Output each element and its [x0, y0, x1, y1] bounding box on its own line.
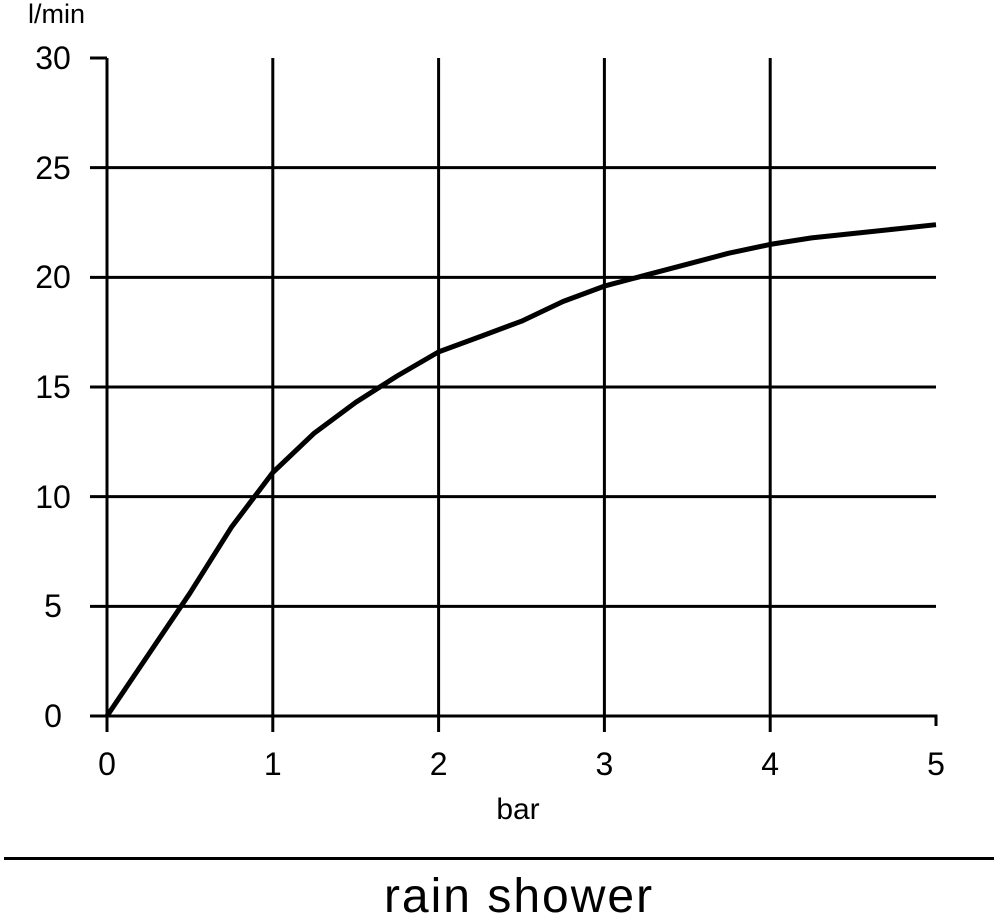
chart-title: rain shower — [383, 870, 655, 923]
x-tick-label: 2 — [429, 746, 448, 782]
x-axis-unit-label: bar — [496, 793, 540, 826]
x-tick-label: 4 — [761, 746, 780, 782]
x-tick-label: 3 — [595, 746, 614, 782]
y-tick-label: 5 — [44, 588, 62, 625]
x-tick-label: 1 — [263, 746, 282, 782]
y-tick-label: 15 — [35, 369, 71, 405]
y-tick-label: 20 — [35, 259, 71, 296]
y-tick-label: 25 — [35, 149, 71, 186]
flow-rate-vs-pressure-chart — [90, 56, 938, 732]
y-tick-label: 0 — [44, 698, 62, 734]
flow-rate-curve — [104, 222, 937, 718]
x-tick-label: 5 — [927, 746, 945, 782]
footer-divider — [4, 857, 994, 860]
x-tick-label: 0 — [98, 746, 116, 782]
y-tick-label: 30 — [35, 40, 71, 76]
y-tick-label: 10 — [35, 478, 71, 515]
y-axis-unit-label: l/min — [28, 0, 86, 29]
